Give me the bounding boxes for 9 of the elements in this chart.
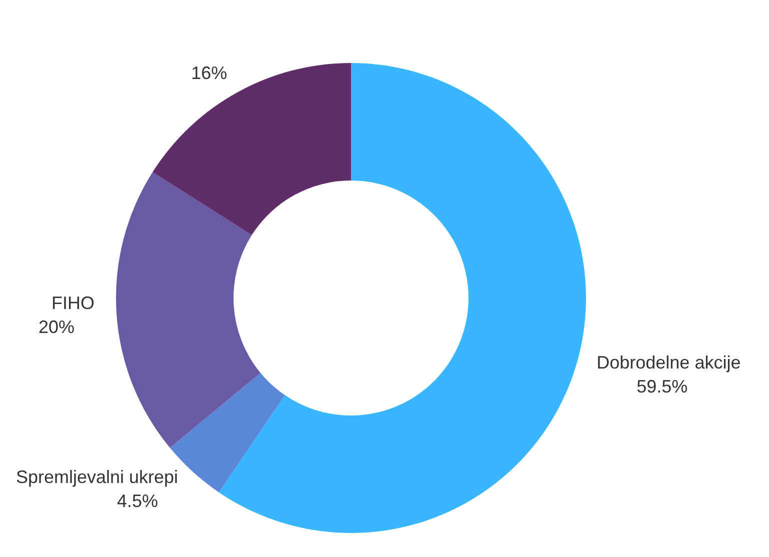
slice-label: Dobrodelne akcije <box>596 352 741 373</box>
donut-slice <box>152 63 351 236</box>
slice-label: FIHO <box>52 293 95 314</box>
data-label: 59.5% <box>636 376 688 397</box>
data-label: 20% <box>38 317 75 338</box>
slice-label: Spremljevalni ukrepi <box>16 467 178 488</box>
data-label: 16% <box>191 62 228 83</box>
data-label: 4.5% <box>117 491 158 512</box>
donut-slice <box>116 172 260 448</box>
